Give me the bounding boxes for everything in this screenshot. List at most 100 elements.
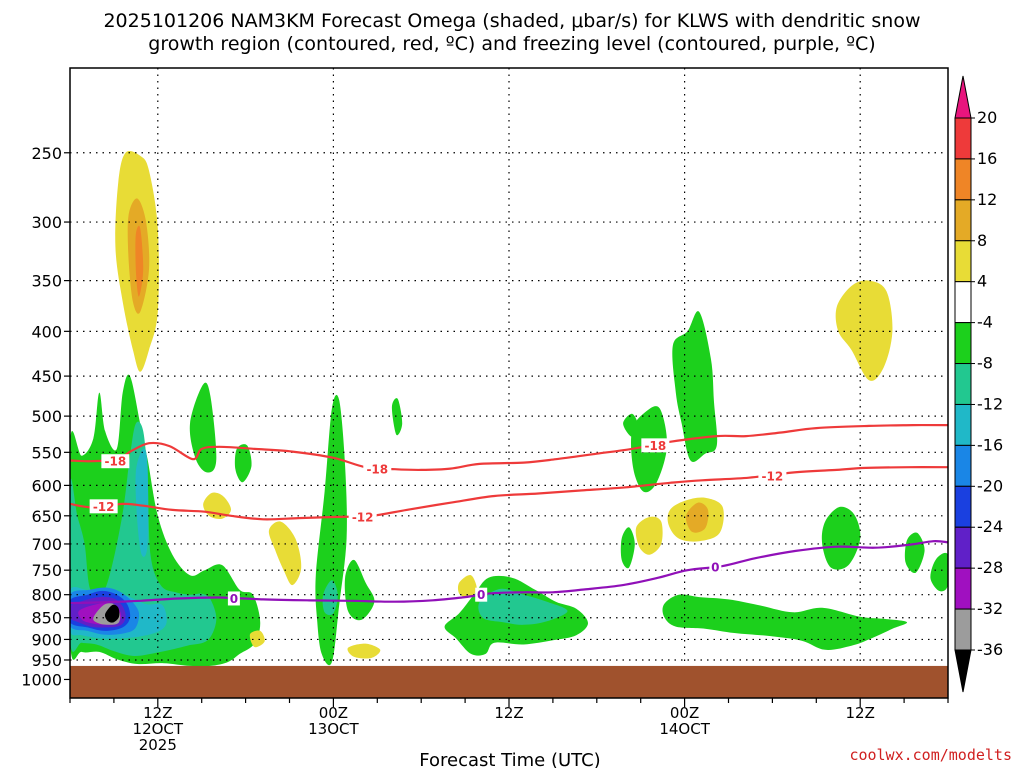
dgz-minus12-label-2: -12 [762, 469, 784, 483]
dgz-minus12-label-1: -12 [352, 510, 374, 524]
ground-layer [70, 665, 948, 698]
xtick-label-42-line1: 00Z [670, 704, 699, 722]
freezing-level-label-2: 0 [711, 561, 719, 575]
ytick-label-250: 250 [31, 144, 62, 163]
colorbar-label-7: -12 [977, 394, 1003, 413]
omega-region-6 [344, 559, 375, 621]
colorbar-label-10: -24 [977, 517, 1003, 536]
dgz-minus18-line [70, 423, 948, 472]
omega-region-28 [685, 502, 709, 533]
colorbar-label-8: -16 [977, 435, 1003, 454]
colorbar-bin-3 [954, 199, 972, 242]
dgz-minus12-label-bg-0 [89, 499, 118, 514]
colorbar-bin-9 [954, 444, 972, 487]
colorbar-label-4: 4 [977, 272, 987, 291]
colorbar-bin-8 [954, 403, 972, 446]
freezing-level-label-bg-1 [475, 587, 488, 602]
ytick-label-1000: 1000 [21, 670, 62, 689]
omega-region-11 [821, 506, 861, 570]
chart-title-line2: growth region (contoured, red, ºC) and f… [148, 33, 875, 55]
ytick-label-550: 550 [31, 443, 62, 462]
ytick-label-900: 900 [31, 630, 62, 649]
omega-region-26 [268, 521, 302, 586]
omega-region-13 [930, 552, 948, 592]
omega-region-5 [315, 394, 347, 666]
xtick-label-6-line3: 2025 [139, 736, 177, 754]
ytick-label-600: 600 [31, 476, 62, 495]
omega-colorbar: 20 16 12 8 4 -4 -8 -12 -16 -20 -24 -28 -32 -36 [954, 75, 1003, 693]
dgz-minus18-label-1: -18 [366, 463, 388, 477]
dgz-minus18-label-bg-0 [101, 454, 130, 469]
colorbar-label-3: 8 [977, 231, 987, 250]
colorbar-label-1: 16 [977, 149, 997, 168]
omega-region-16 [322, 580, 338, 616]
colorbar-label-6: -8 [977, 354, 993, 373]
omega-region-34 [623, 413, 638, 437]
ytick-label-850: 850 [31, 609, 62, 628]
xtick-label-30-line1: 12Z [494, 704, 523, 722]
chart-title-line1: 2025101206 NAM3KM Forecast Omega (shaded… [103, 10, 920, 32]
omega-region-31 [249, 630, 265, 648]
xtick-label-54-line1: 12Z [846, 704, 875, 722]
ytick-label-700: 700 [31, 535, 62, 554]
dgz-minus12-label-bg-2 [758, 468, 787, 483]
ytick-label-650: 650 [31, 507, 62, 526]
omega-region-35 [620, 527, 635, 569]
colorbar-bin-2 [954, 158, 972, 201]
freezing-level-label-bg-2 [709, 560, 722, 575]
omega-region-36 [635, 516, 663, 555]
dgz-minus18-label-2: -18 [644, 439, 666, 453]
ytick-label-300: 300 [31, 213, 62, 232]
dgz-minus18-label-0: -18 [105, 455, 127, 469]
xtick-label-6-line2: 12OCT [133, 720, 184, 738]
freezing-level-label-1: 0 [477, 588, 485, 602]
omega-region-12 [904, 532, 925, 574]
gridlines [70, 68, 948, 698]
colorbar-bin-5 [954, 281, 972, 324]
omega-region-2 [135, 225, 144, 297]
omega-region-4 [189, 382, 217, 473]
ytick-label-800: 800 [31, 586, 62, 605]
omega-region-32 [347, 643, 381, 659]
colorbar-bin-12 [954, 567, 972, 610]
omega-region-30 [457, 575, 477, 598]
colorbar-bin-7 [954, 363, 972, 405]
omega-region-8 [662, 594, 908, 650]
credit-link[interactable]: coolwx.com/modelts [849, 746, 1012, 764]
colorbar-bin-4 [954, 240, 972, 283]
dgz-minus12-line [70, 466, 948, 521]
dgz-minus12-label-bg-1 [348, 509, 377, 524]
colorbar-label-12: -32 [977, 599, 1003, 618]
colorbar-bottom-arrow [954, 649, 972, 693]
dgz-minus18-label-bg-2 [641, 438, 670, 453]
contour-layer: -18 -18 -18 -12 -12 -12 0 0 0 [70, 423, 948, 606]
omega-region-18 [135, 448, 149, 557]
ytick-label-750: 750 [31, 561, 62, 580]
xtick-label-42-line2: 14OCT [659, 720, 710, 738]
xtick-label-18-line2: 13OCT [308, 720, 359, 738]
pressure-axis: 250 300 350 400 450 500 550 600 650 700 750 800 850 9… [21, 144, 70, 689]
ytick-label-950: 950 [31, 651, 62, 670]
colorbar-bin-13 [954, 608, 972, 651]
ytick-label-350: 350 [31, 272, 62, 291]
colorbar-label-9: -20 [977, 476, 1003, 495]
colorbar-top-arrow [954, 75, 972, 119]
x-axis-label: Forecast Time (UTC) [419, 750, 600, 768]
colorbar-label-0: 20 [977, 108, 997, 127]
ytick-label-400: 400 [31, 322, 62, 341]
ground-fill [70, 665, 948, 698]
colorbar-bin-6 [954, 322, 972, 365]
ytick-label-450: 450 [31, 367, 62, 386]
omega-region-15 [478, 588, 568, 625]
colorbar-bin-1 [954, 117, 972, 160]
freezing-level-label-0: 0 [230, 592, 238, 606]
dgz-minus18-label-bg-1 [363, 462, 392, 477]
ytick-label-500: 500 [31, 407, 62, 426]
omega-region-33 [391, 398, 403, 436]
xtick-label-6-line1: 12Z [143, 704, 172, 722]
omega-region-37 [234, 444, 252, 483]
colorbar-label-2: 12 [977, 190, 997, 209]
colorbar-label-13: -36 [977, 640, 1003, 659]
